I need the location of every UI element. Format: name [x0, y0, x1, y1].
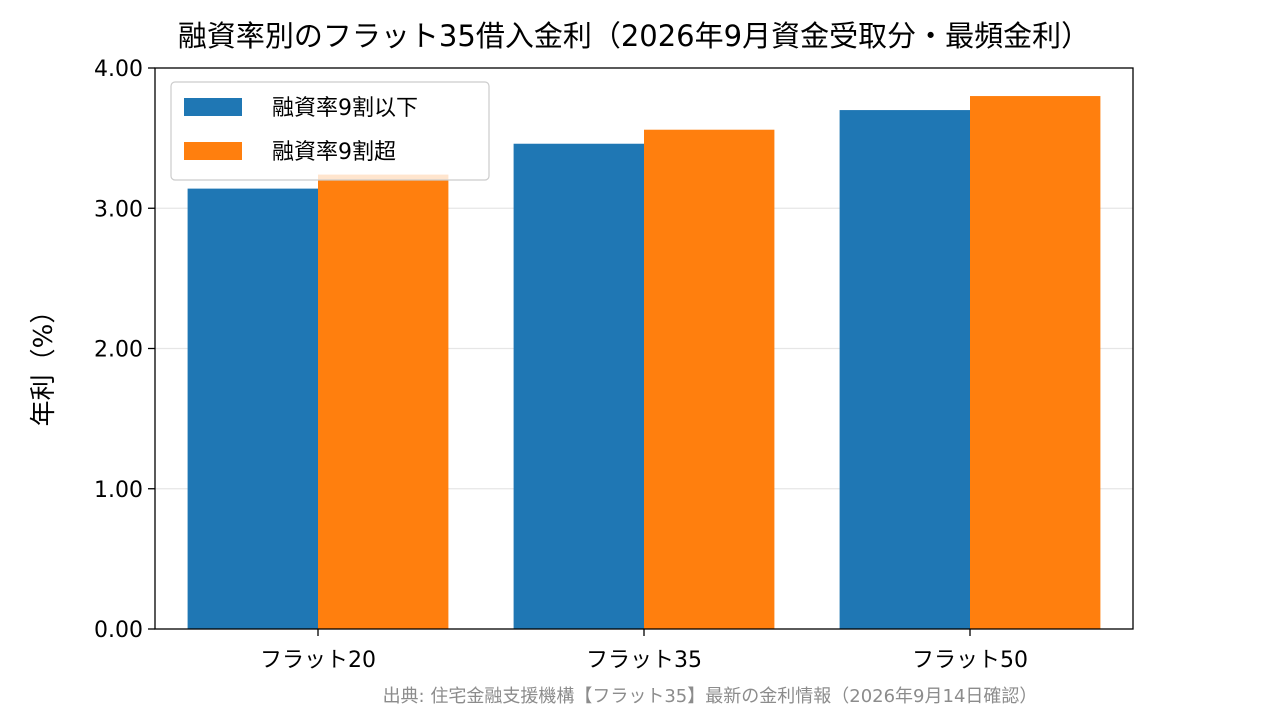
x-tick-label: フラット35	[586, 648, 702, 673]
legend-label-series-0: 融資率9割以下	[272, 96, 418, 121]
y-tick-label: 1.00	[94, 478, 143, 503]
legend-swatch-series-0	[184, 98, 242, 116]
x-axis-ticks: フラット20 フラット35 フラット50	[260, 629, 1028, 673]
chart-title: 融資率別のフラット35借入金利（2026年9月資金受取分・最頻金利）	[178, 19, 1090, 53]
y-tick-label: 0.00	[94, 618, 143, 643]
bar-1-0	[318, 174, 449, 629]
x-tick-label: フラット50	[912, 648, 1028, 673]
source-note: 出典: 住宅金融支援機構【フラット35】最新の金利情報（2026年9月14日確認…	[383, 686, 1038, 707]
y-tick-label: 4.00	[94, 57, 143, 82]
y-axis-ticks: 0.00 1.00 2.00 3.00 4.00	[94, 57, 155, 643]
bar-1-2	[970, 96, 1101, 630]
bar-1-1	[644, 129, 775, 629]
legend: 融資率9割以下 融資率9割超	[170, 81, 490, 181]
x-tick-label: フラット20	[260, 648, 376, 673]
bar-0-0	[187, 188, 318, 630]
y-tick-label: 2.00	[94, 338, 143, 363]
legend-label-series-1: 融資率9割超	[272, 140, 396, 165]
legend-swatch-series-1	[184, 142, 242, 160]
legend-box	[170, 81, 490, 181]
bar-0-1	[513, 143, 644, 630]
y-tick-label: 3.00	[94, 197, 143, 222]
y-axis-label: 年利（%）	[29, 298, 59, 427]
bars	[187, 96, 1101, 630]
bar-0-2	[839, 110, 970, 629]
